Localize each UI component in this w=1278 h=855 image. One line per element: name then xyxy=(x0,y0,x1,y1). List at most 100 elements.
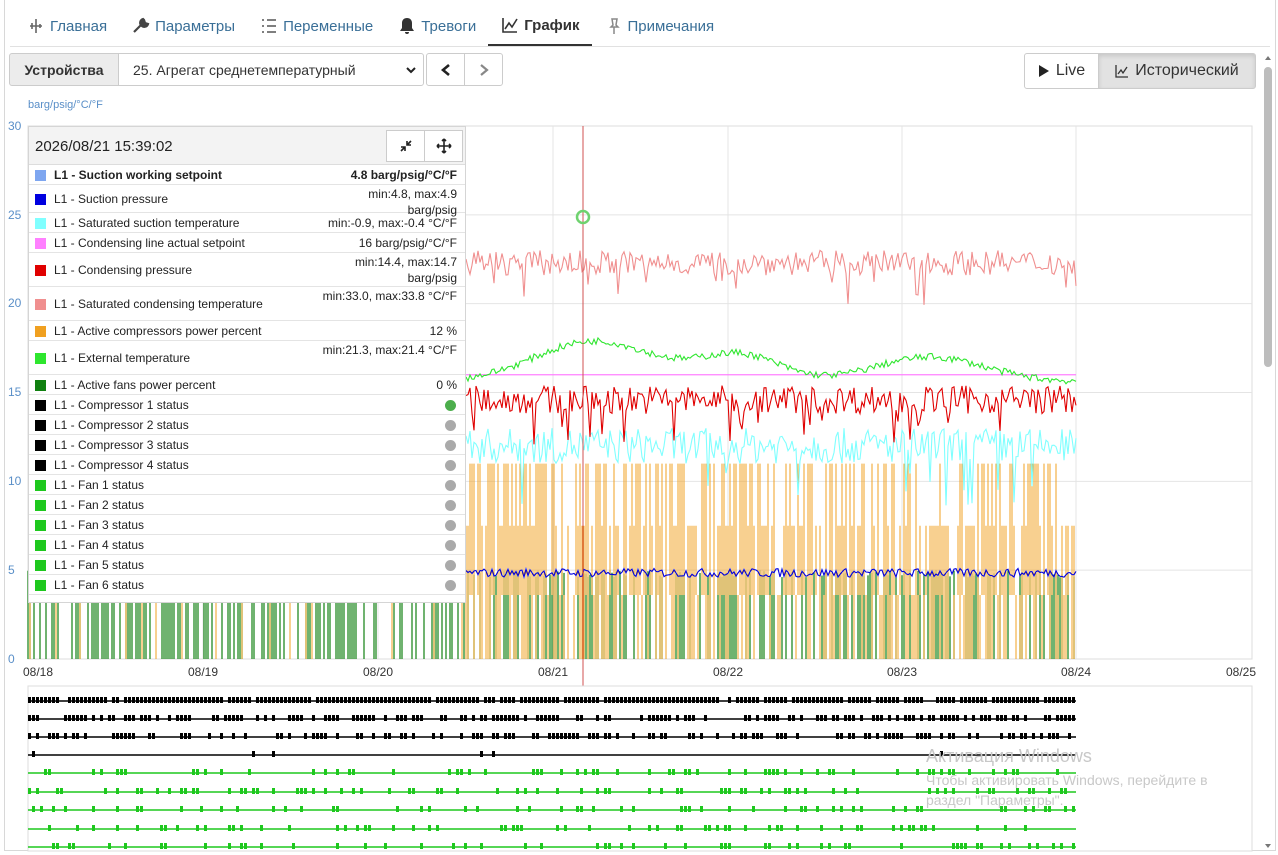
status-mark xyxy=(144,697,147,703)
status-mark xyxy=(56,788,59,794)
status-mark xyxy=(1016,769,1019,775)
legend-row[interactable]: L1 - Fan 5 status xyxy=(29,555,465,575)
status-mark xyxy=(56,843,59,849)
legend-row[interactable]: L1 - Condensing pressure min:14.4, max:14… xyxy=(29,253,465,287)
status-mark xyxy=(92,806,95,812)
status-mark xyxy=(536,733,539,739)
status-mark xyxy=(292,715,295,721)
pin-icon xyxy=(608,18,620,34)
status-mark xyxy=(912,715,915,721)
legend-row[interactable]: L1 - Fan 6 status xyxy=(29,575,465,595)
previous-device-button[interactable] xyxy=(426,53,465,86)
status-mark xyxy=(820,715,823,721)
y-tick-label: 25 xyxy=(8,208,22,222)
status-mark xyxy=(576,769,579,775)
status-mark xyxy=(536,697,539,703)
status-mark xyxy=(444,715,447,721)
tab-parameters[interactable]: Параметры xyxy=(119,6,247,46)
status-mark xyxy=(920,825,923,831)
status-mark xyxy=(292,697,295,703)
legend-row[interactable]: L1 - Suction pressure min:4.8, max:4.9 ba… xyxy=(29,185,465,217)
variables-list-icon xyxy=(262,19,277,33)
status-mark xyxy=(464,806,467,812)
status-mark xyxy=(52,843,55,849)
legend-row[interactable]: L1 - Compressor 4 status xyxy=(29,455,465,475)
status-mark xyxy=(300,715,303,721)
tab-variables[interactable]: Переменные xyxy=(247,6,385,46)
status-mark xyxy=(580,806,583,812)
legend-series-name: L1 - Fan 3 status xyxy=(54,517,145,532)
tab-home[interactable]: Главная xyxy=(14,6,119,46)
legend-row[interactable]: L1 - Condensing line actual setpoint 16 b… xyxy=(29,233,465,253)
status-mark xyxy=(680,806,683,812)
status-mark xyxy=(100,715,103,721)
tab-notes[interactable]: Примечания xyxy=(592,6,727,46)
historical-mode-button[interactable]: Исторический xyxy=(1098,53,1256,89)
legend-row[interactable]: L1 - Compressor 3 status xyxy=(29,435,465,455)
status-mark xyxy=(372,697,375,703)
move-legend-button[interactable] xyxy=(424,130,463,162)
legend-row[interactable]: L1 - Saturated suction temperature min:-0… xyxy=(29,213,465,233)
legend-row[interactable]: L1 - Fan 1 status xyxy=(29,475,465,495)
status-mark xyxy=(192,769,195,775)
status-mark xyxy=(392,697,395,703)
legend-row[interactable]: L1 - Compressor 1 status xyxy=(29,395,465,415)
legend-row[interactable]: L1 - Suction working setpoint 4.8 barg/ps… xyxy=(29,165,465,185)
page-scrollbar[interactable] xyxy=(1262,53,1274,851)
status-mark xyxy=(420,806,423,812)
live-mode-button[interactable]: Live xyxy=(1024,53,1099,89)
tab-alarms[interactable]: Тревоги xyxy=(385,6,488,46)
status-mark xyxy=(976,697,979,703)
status-mark xyxy=(1072,843,1075,849)
status-mark xyxy=(232,825,235,831)
status-mark xyxy=(728,697,731,703)
status-mark xyxy=(376,697,379,703)
status-mark xyxy=(648,715,651,721)
status-mark xyxy=(208,733,211,739)
status-off-indicator xyxy=(445,479,456,491)
legend-row[interactable]: L1 - Active fans power percent 0 % xyxy=(29,375,465,395)
next-device-button[interactable] xyxy=(464,53,503,86)
legend-row[interactable]: L1 - Active compressors power percent 12 … xyxy=(29,321,465,341)
status-mark xyxy=(948,733,951,739)
status-mark xyxy=(288,715,291,721)
status-mark xyxy=(692,697,695,703)
status-mark xyxy=(628,697,631,703)
legend-row[interactable]: L1 - External temperature min:21.3, max:2… xyxy=(29,341,465,375)
status-mark xyxy=(900,843,903,849)
status-mark xyxy=(996,715,999,721)
status-mark xyxy=(928,715,931,721)
legend-row[interactable]: L1 - Saturated condensing temperature min… xyxy=(29,287,465,321)
status-mark xyxy=(76,697,79,703)
status-mark xyxy=(336,697,339,703)
status-mark xyxy=(1040,733,1043,739)
tab-chart[interactable]: График xyxy=(488,6,592,46)
status-mark xyxy=(908,697,911,703)
status-mark xyxy=(352,715,355,721)
status-mark xyxy=(648,769,651,775)
device-select[interactable]: 25. Агрегат среднетемпературный xyxy=(118,53,424,86)
y-tick-label: 10 xyxy=(8,474,22,488)
scrollbar-thumb[interactable] xyxy=(1264,67,1272,367)
status-mark xyxy=(356,825,359,831)
legend-row[interactable]: L1 - Fan 4 status xyxy=(29,535,465,555)
status-mark xyxy=(492,733,495,739)
status-mark xyxy=(1008,733,1011,739)
status-mark xyxy=(1048,697,1051,703)
legend-row[interactable]: L1 - Fan 3 status xyxy=(29,515,465,535)
legend-row[interactable]: L1 - Compressor 2 status xyxy=(29,415,465,435)
status-mark xyxy=(620,697,623,703)
status-mark xyxy=(896,697,899,703)
status-mark xyxy=(328,715,331,721)
legend-row[interactable]: L1 - Fan 2 status xyxy=(29,495,465,515)
collapse-legend-button[interactable] xyxy=(386,130,425,162)
status-mark xyxy=(892,697,895,703)
status-mark xyxy=(528,806,531,812)
status-mark xyxy=(908,715,911,721)
status-mark xyxy=(64,806,67,812)
x-tick-label: 08/19 xyxy=(187,665,219,679)
status-mark xyxy=(980,843,983,849)
status-mark xyxy=(796,697,799,703)
status-mark xyxy=(120,769,123,775)
status-mark xyxy=(768,715,771,721)
